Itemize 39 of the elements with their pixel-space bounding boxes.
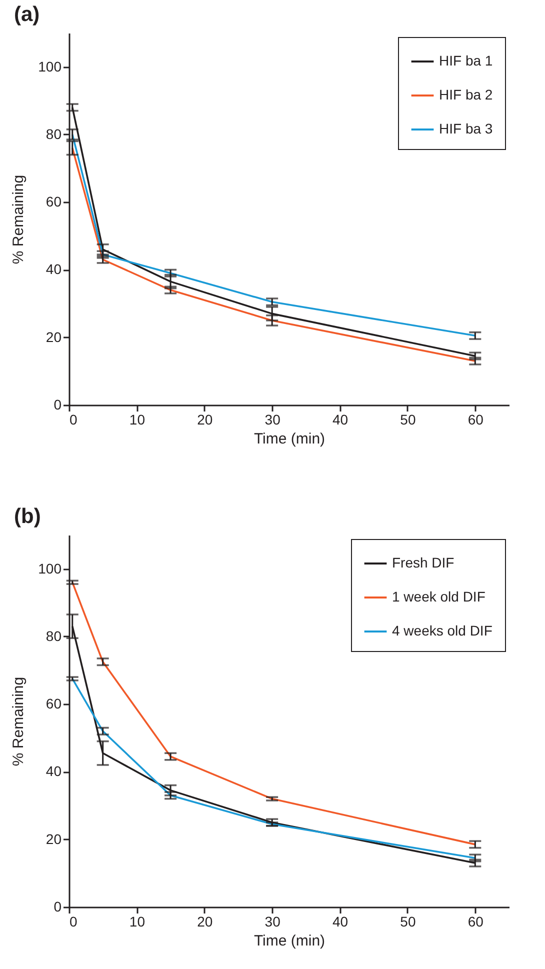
- y-tick-label: 60: [46, 194, 62, 210]
- x-tick-label: 60: [468, 412, 484, 428]
- x-tick-label: 20: [197, 914, 213, 930]
- legend-label: HIF ba 3: [439, 120, 493, 136]
- x-tick-label: 60: [468, 914, 484, 930]
- chart-title: (b): [14, 505, 41, 528]
- legend-label: HIF ba 2: [439, 86, 493, 102]
- y-axis-title: % Remaining: [10, 676, 28, 766]
- x-tick-label: 0: [70, 412, 78, 428]
- x-tick-label: 50: [400, 412, 416, 428]
- y-tick-label: 100: [38, 58, 62, 74]
- legend-label: HIF ba 1: [439, 52, 493, 68]
- x-tick-label: 20: [197, 412, 213, 428]
- x-tick-label: 50: [400, 914, 416, 930]
- y-tick-label: 40: [46, 763, 62, 780]
- x-tick-label: 30: [264, 914, 281, 930]
- x-axis-title: Time (min): [254, 932, 326, 950]
- x-tick-label: 30: [264, 412, 281, 428]
- line-series: [71, 134, 476, 337]
- y-tick-label: 100: [38, 560, 62, 576]
- y-tick-label: 80: [46, 126, 62, 142]
- x-tick-label: 40: [332, 914, 348, 930]
- chart-title: (a): [14, 3, 40, 26]
- y-axis-title: % Remaining: [10, 174, 28, 264]
- legend-label: 1 week old DIF: [392, 588, 486, 604]
- y-tick-label: 40: [46, 261, 62, 278]
- x-tick-label: 40: [332, 412, 348, 428]
- y-tick-label: 80: [46, 628, 62, 644]
- y-tick-label: 0: [54, 396, 62, 412]
- x-axis-title: Time (min): [254, 430, 326, 448]
- x-tick-label: 10: [129, 914, 146, 930]
- y-tick-label: 20: [46, 328, 62, 345]
- x-tick-label: 0: [70, 914, 78, 930]
- y-tick-label: 20: [46, 830, 62, 847]
- y-tick-label: 60: [46, 696, 62, 712]
- x-tick-label: 10: [129, 412, 146, 428]
- y-tick-label: 0: [54, 898, 62, 914]
- legend-label: Fresh DIF: [392, 554, 454, 570]
- legend-label: 4 weeks old DIF: [392, 622, 492, 638]
